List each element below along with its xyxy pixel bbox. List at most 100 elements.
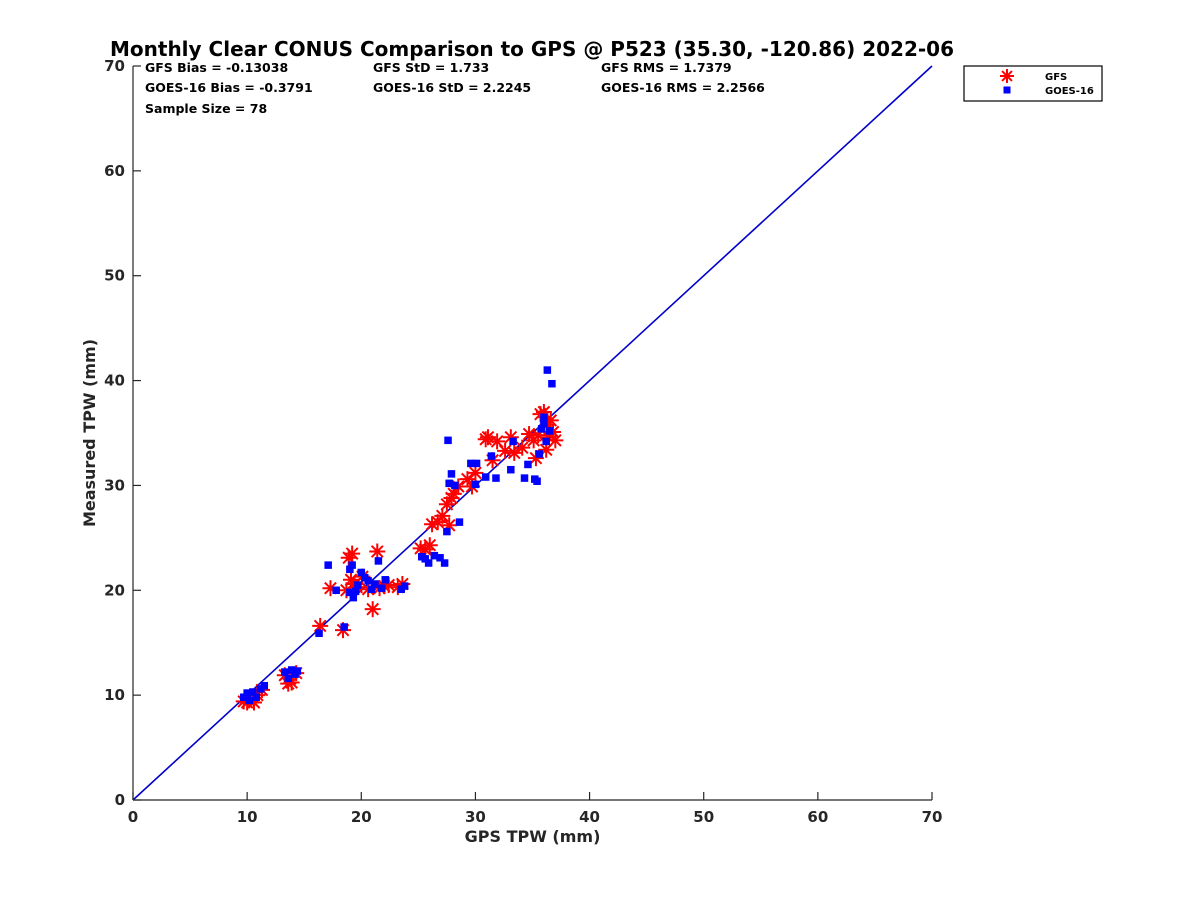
goes16-point-26 — [371, 580, 379, 588]
goes16-point-41 — [447, 470, 456, 478]
goes16-point-50 — [507, 465, 515, 474]
legend-goes16-label: GOES-16 — [1045, 86, 1094, 97]
reference-line-layer — [132, 65, 933, 801]
chart-title: Monthly Clear CONUS Comparison to GPS @ … — [110, 37, 954, 61]
goes16-point-53 — [524, 460, 532, 469]
goes16-point-8 — [284, 674, 292, 683]
y-tick-label: 20 — [104, 581, 125, 599]
goes16-point-46 — [471, 480, 480, 489]
goes16-point-56 — [535, 450, 544, 458]
gfs-point-22 — [369, 543, 386, 560]
goes16-point-27 — [374, 557, 383, 565]
goes16-point-55 — [533, 477, 541, 485]
stat-text: GOES-16 RMS = 2.2566 — [601, 80, 765, 95]
goes16-point-11 — [293, 667, 302, 675]
chart-text: Monthly Clear CONUS Comparison to GPS @ … — [80, 37, 954, 846]
y-tick-label: 50 — [104, 267, 125, 285]
goes16-point-43 — [455, 518, 464, 526]
y-tick-label: 70 — [104, 57, 125, 75]
x-axis-label: GPS TPW (mm) — [465, 827, 601, 846]
goes16-point-6 — [260, 681, 269, 690]
gfs-point-49 — [514, 439, 531, 456]
goes16-point-36 — [436, 554, 444, 562]
x-tick-label: 60 — [807, 808, 828, 826]
x-tick-label: 10 — [237, 808, 258, 826]
goes16-point-20 — [351, 587, 360, 596]
goes16-point-4 — [252, 693, 261, 701]
gfs-point-60 — [547, 432, 564, 449]
goes16-point-63 — [540, 419, 548, 428]
y-tick-label: 40 — [104, 372, 125, 390]
x-tick-label: 20 — [351, 808, 372, 826]
goes16-point-14 — [332, 586, 340, 595]
goes16-point-33 — [421, 555, 429, 563]
reference-line — [132, 65, 933, 801]
gfs-point-30 — [421, 537, 438, 554]
goes16-point-58 — [540, 413, 548, 422]
gfs-point-41 — [467, 464, 484, 481]
goes16-point-40 — [444, 436, 452, 445]
goes16-point-61 — [545, 427, 554, 435]
stat-text: GOES-16 StD = 2.2245 — [373, 80, 531, 95]
goes16-point-18 — [346, 588, 354, 597]
x-tick-label: 40 — [579, 808, 600, 826]
goes16-point-29 — [381, 576, 390, 584]
goes16-point-12 — [315, 629, 323, 638]
goes16-point-48 — [487, 452, 496, 460]
goes16-point-15 — [340, 623, 348, 631]
stat-text: GFS Bias = -0.13038 — [145, 60, 288, 75]
goes16-point-24 — [364, 577, 372, 585]
stat-text: GFS StD = 1.733 — [373, 60, 489, 75]
y-tick-label: 30 — [104, 476, 125, 494]
x-tick-label: 70 — [922, 808, 943, 826]
goes16-point-2 — [245, 696, 254, 705]
data-points-layer — [235, 366, 564, 711]
goes16-point-19 — [349, 593, 358, 602]
goes16-point-47 — [481, 473, 490, 481]
y-tick-label: 60 — [104, 162, 125, 180]
goes16-point-52 — [520, 474, 529, 482]
goes16-point-62 — [548, 379, 556, 388]
goes16-point-35 — [430, 551, 439, 560]
gfs-point-15 — [344, 545, 361, 562]
gfs-point-43 — [477, 431, 494, 448]
goes16-point-59 — [542, 437, 550, 446]
goes16-point-22 — [357, 568, 366, 577]
goes16-point-34 — [424, 559, 433, 567]
goes16-point-38 — [443, 527, 451, 536]
goes16-point-21 — [354, 581, 362, 589]
y-axis-label: Measured TPW (mm) — [80, 339, 99, 527]
goes16-point-28 — [378, 584, 386, 592]
y-tick-label: 0 — [115, 791, 125, 809]
goes16-point-44 — [467, 459, 475, 468]
goes16-point-42 — [451, 481, 459, 490]
goes16-point-7 — [281, 668, 289, 676]
legend-gfs-icon — [1000, 69, 1014, 83]
x-tick-label: 0 — [128, 808, 138, 826]
goes16-point-39 — [445, 479, 453, 488]
stat-text: GOES-16 Bias = -0.3791 — [145, 80, 313, 95]
goes16-point-1 — [243, 689, 251, 697]
stat-text: GFS RMS = 1.7379 — [601, 60, 732, 75]
goes16-point-25 — [367, 585, 376, 593]
goes16-point-60 — [543, 366, 552, 374]
goes16-point-0 — [239, 693, 248, 701]
gfs-point-21 — [364, 601, 381, 618]
goes16-point-17 — [348, 561, 356, 569]
goes16-point-57 — [537, 425, 546, 433]
goes16-point-31 — [400, 582, 409, 590]
goes16-point-45 — [472, 459, 481, 468]
legend-box — [963, 65, 1103, 102]
stat-text: Sample Size = 78 — [145, 101, 267, 116]
goes16-point-3 — [249, 688, 257, 696]
goes16-point-9 — [287, 666, 296, 674]
goes16-point-37 — [440, 559, 449, 567]
goes16-point-16 — [346, 565, 354, 574]
axes: 0 10 20 30 40 50 60 70 0 10 20 30 40 50 60 70 — [104, 57, 942, 826]
legend-goes16-icon — [1003, 86, 1011, 94]
y-tick-label: 10 — [104, 686, 125, 704]
x-tick-label: 30 — [465, 808, 486, 826]
legend: GFS GOES-16 — [963, 65, 1103, 102]
gfs-point-45 — [489, 433, 506, 450]
